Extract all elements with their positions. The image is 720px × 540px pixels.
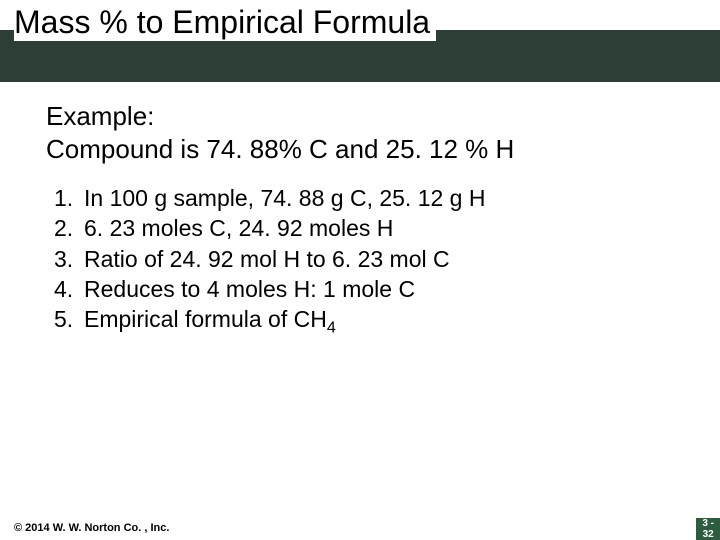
subscript: 4 [327, 319, 336, 337]
footer: © 2014 W. W. Norton Co. , Inc. 3 - 32 [0, 516, 720, 540]
step-text-main: Empirical formula of CH [84, 306, 327, 332]
page-chapter: 3 - [702, 518, 714, 529]
page-number: 32 [703, 529, 714, 540]
title-bar: Mass % to Empirical Formula [0, 0, 720, 82]
list-item: 3. Ratio of 24. 92 mol H to 6. 23 mol C [54, 244, 680, 274]
list-item: 4. Reduces to 4 moles H: 1 mole C [54, 274, 680, 304]
copyright-text: © 2014 W. W. Norton Co. , Inc. [14, 522, 169, 534]
steps-list: 1. In 100 g sample, 74. 88 g C, 25. 12 g… [46, 183, 680, 335]
slide-title: Mass % to Empirical Formula [14, 4, 436, 41]
step-number: 3. [54, 244, 84, 274]
step-text: Empirical formula of CH4 [84, 304, 680, 334]
step-text: Ratio of 24. 92 mol H to 6. 23 mol C [84, 244, 680, 274]
page-number-badge: 3 - 32 [696, 518, 720, 540]
slide-body: Example: Compound is 74. 88% C and 25. 1… [0, 82, 720, 335]
step-number: 5. [54, 304, 84, 334]
step-text: 6. 23 moles C, 24. 92 moles H [84, 213, 680, 243]
step-number: 1. [54, 183, 84, 213]
step-number: 2. [54, 213, 84, 243]
example-text: Compound is 74. 88% C and 25. 12 % H [46, 134, 514, 164]
list-item: 5. Empirical formula of CH4 [54, 304, 680, 334]
example-label: Example: [46, 101, 154, 131]
list-item: 1. In 100 g sample, 74. 88 g C, 25. 12 g… [54, 183, 680, 213]
list-item: 2. 6. 23 moles C, 24. 92 moles H [54, 213, 680, 243]
step-text: Reduces to 4 moles H: 1 mole C [84, 274, 680, 304]
example-block: Example: Compound is 74. 88% C and 25. 1… [46, 100, 680, 165]
step-number: 4. [54, 274, 84, 304]
step-text: In 100 g sample, 74. 88 g C, 25. 12 g H [84, 183, 680, 213]
